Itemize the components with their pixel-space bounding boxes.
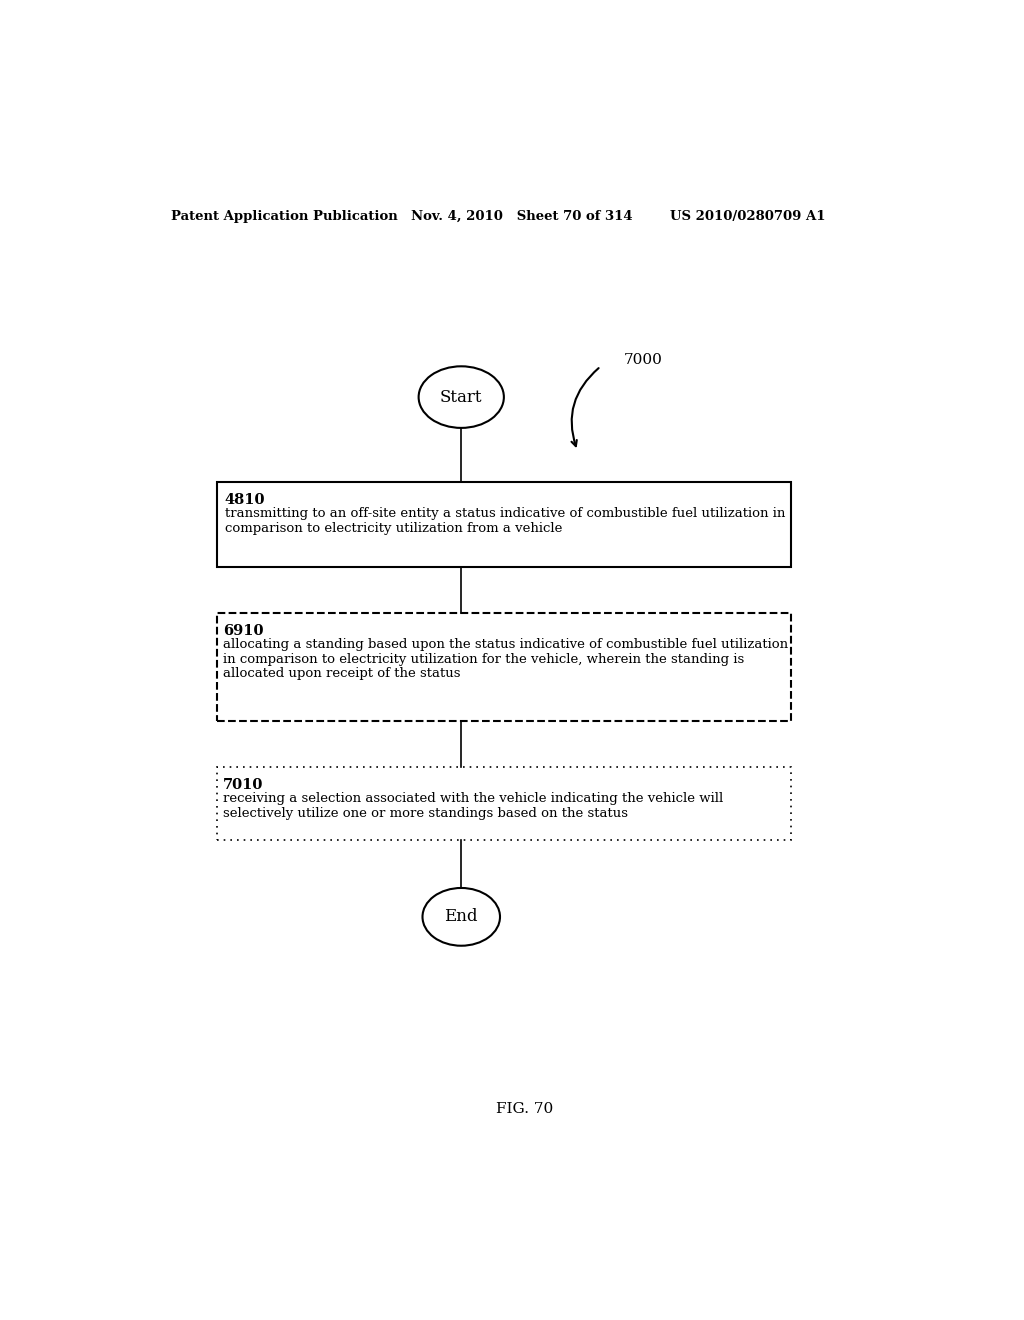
Text: allocating a standing based upon the status indicative of combustible fuel utili: allocating a standing based upon the sta… — [223, 638, 788, 651]
Text: End: End — [444, 908, 478, 925]
Text: comparison to electricity utilization from a vehicle: comparison to electricity utilization fr… — [225, 521, 562, 535]
Text: allocated upon receipt of the status: allocated upon receipt of the status — [223, 668, 461, 680]
Text: selectively utilize one or more standings based on the status: selectively utilize one or more standing… — [223, 807, 629, 820]
Text: receiving a selection associated with the vehicle indicating the vehicle will: receiving a selection associated with th… — [223, 792, 724, 805]
Text: Start: Start — [440, 388, 482, 405]
Text: FIG. 70: FIG. 70 — [497, 1102, 553, 1117]
Text: 4810: 4810 — [225, 494, 265, 507]
Bar — [217, 612, 791, 721]
Text: transmitting to an off-site entity a status indicative of combustible fuel utili: transmitting to an off-site entity a sta… — [225, 507, 785, 520]
Text: 6910: 6910 — [223, 624, 264, 639]
Text: Patent Application Publication: Patent Application Publication — [171, 210, 397, 223]
Text: 7000: 7000 — [624, 354, 663, 367]
Bar — [217, 482, 791, 566]
Text: 7010: 7010 — [223, 779, 264, 792]
Text: Nov. 4, 2010   Sheet 70 of 314: Nov. 4, 2010 Sheet 70 of 314 — [411, 210, 633, 223]
Text: in comparison to electricity utilization for the vehicle, wherein the standing i: in comparison to electricity utilization… — [223, 653, 744, 665]
Text: US 2010/0280709 A1: US 2010/0280709 A1 — [671, 210, 826, 223]
Bar — [217, 767, 791, 840]
